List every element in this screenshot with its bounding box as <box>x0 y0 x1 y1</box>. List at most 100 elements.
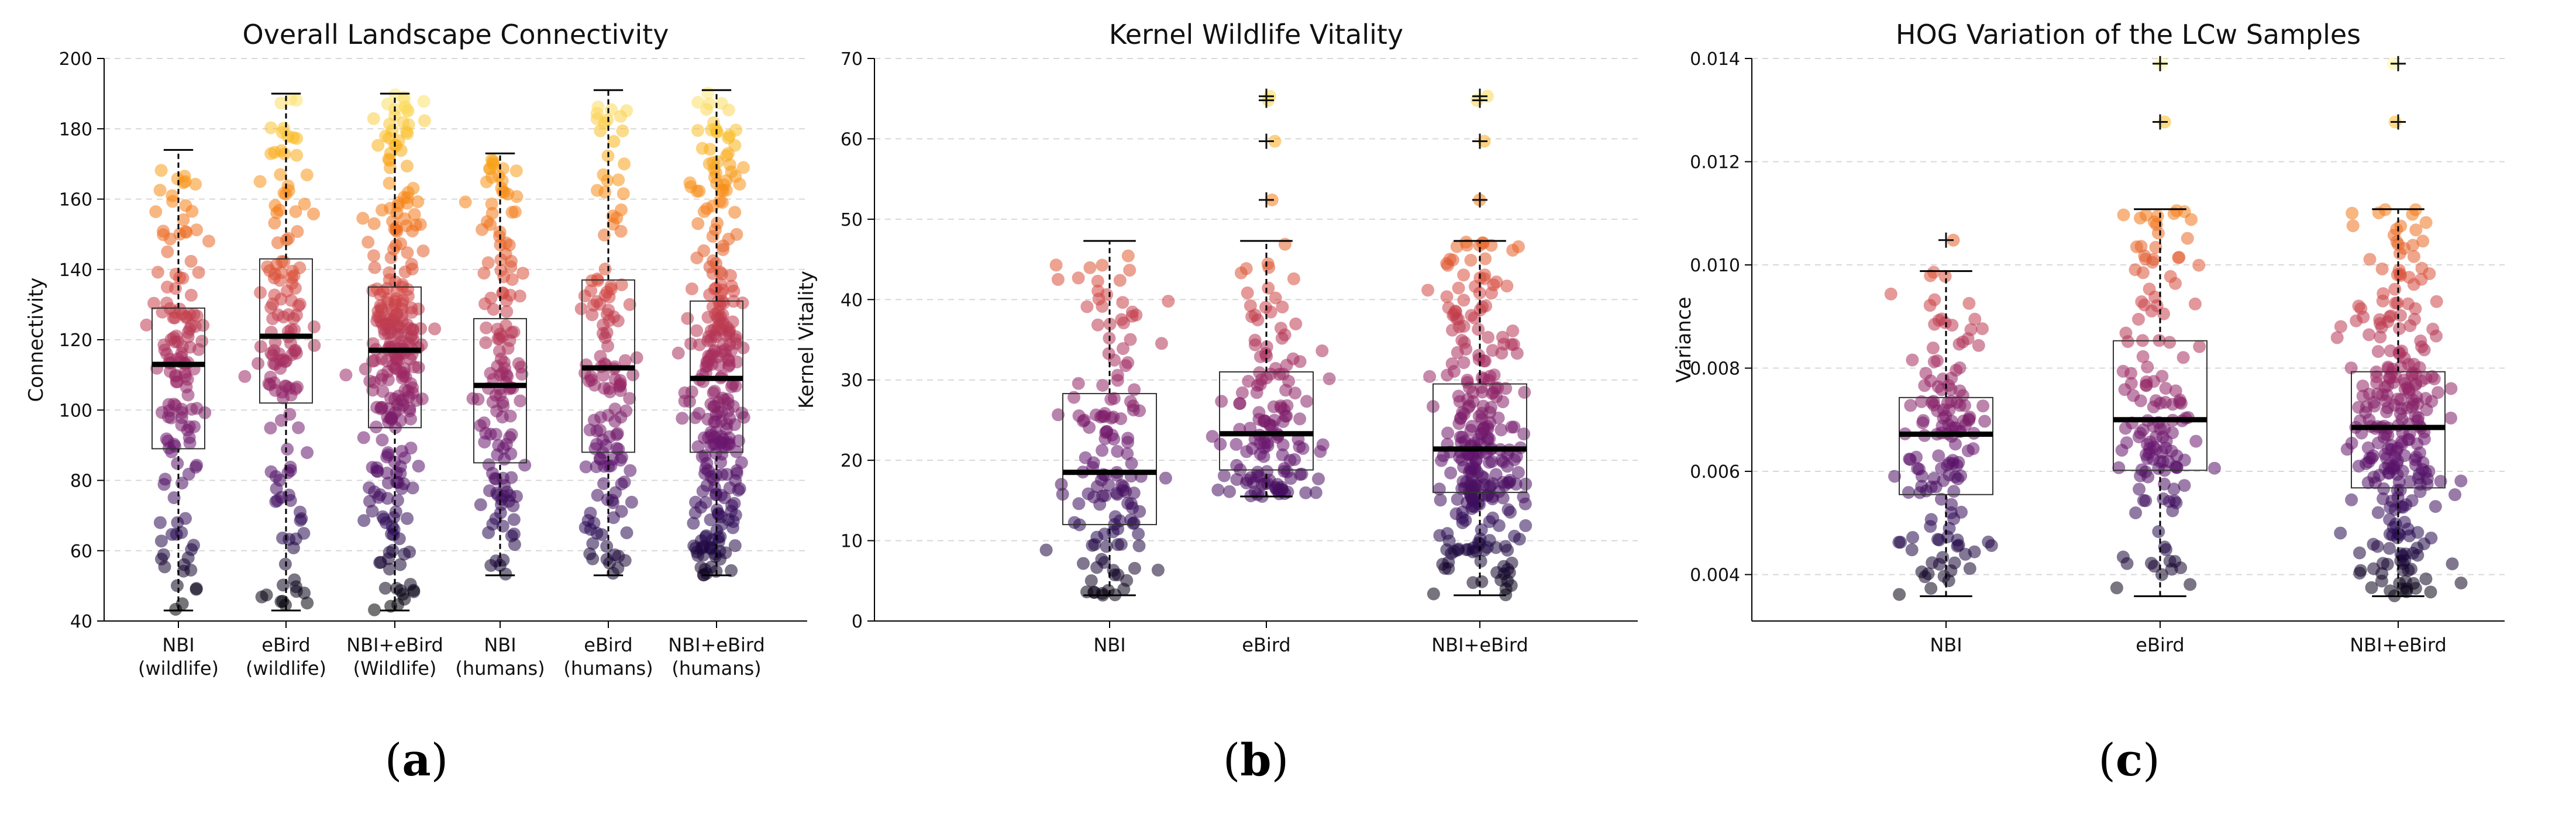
data-point <box>505 428 518 441</box>
data-point <box>1951 533 1964 547</box>
data-point <box>584 284 598 297</box>
data-point <box>2454 474 2468 488</box>
data-point <box>2181 232 2194 245</box>
data-point <box>1055 478 1068 491</box>
data-point <box>381 446 395 459</box>
data-point <box>1115 313 1128 326</box>
data-point <box>403 546 416 558</box>
data-point <box>157 225 170 238</box>
data-point <box>395 444 409 458</box>
data-point <box>2353 567 2367 580</box>
data-point <box>1437 449 1450 463</box>
data-point <box>688 506 702 520</box>
data-point <box>1473 239 1486 252</box>
data-point <box>1483 370 1497 383</box>
data-point <box>1067 391 1080 404</box>
y-tick-label: 70 <box>841 49 863 70</box>
data-point <box>1315 344 1329 357</box>
data-point <box>606 209 619 223</box>
data-point <box>1947 485 1961 498</box>
data-point <box>374 372 388 386</box>
data-point <box>1931 533 1944 546</box>
data-point <box>1121 436 1134 449</box>
data-point <box>2412 411 2425 425</box>
data-point <box>671 346 685 360</box>
data-point <box>494 253 508 267</box>
data-point <box>588 442 602 456</box>
data-point <box>480 321 493 334</box>
y-tick-label: 50 <box>841 210 863 230</box>
data-point <box>2417 432 2431 446</box>
data-point <box>1261 257 1275 270</box>
data-point <box>2151 226 2165 240</box>
data-point <box>2165 444 2178 458</box>
data-point <box>407 323 420 336</box>
data-point <box>1906 353 1919 367</box>
data-point <box>2130 240 2143 254</box>
data-point <box>1096 409 1110 423</box>
data-point <box>308 320 321 333</box>
data-point <box>381 97 394 111</box>
data-point <box>161 245 174 258</box>
data-point <box>481 256 495 270</box>
data-point <box>281 466 295 480</box>
data-point <box>1465 492 1479 505</box>
data-point <box>2383 513 2396 526</box>
data-point <box>185 205 199 218</box>
data-point <box>2415 272 2428 286</box>
data-point <box>720 468 733 481</box>
data-point <box>2411 526 2425 539</box>
data-point <box>1944 383 1958 396</box>
data-point <box>1511 466 1525 479</box>
x-tick-label: NBI <box>1930 634 1962 656</box>
panel-label-c-letter: c <box>2115 734 2143 786</box>
data-point <box>184 254 198 268</box>
data-point <box>698 467 711 480</box>
data-point <box>1518 385 1531 399</box>
data-point <box>735 406 749 420</box>
data-point <box>1513 533 1526 546</box>
data-point <box>290 149 304 162</box>
data-point <box>275 491 288 504</box>
data-point <box>389 505 402 519</box>
data-point <box>175 402 188 416</box>
data-point <box>508 538 521 551</box>
data-point <box>1312 472 1325 485</box>
data-point <box>1490 275 1503 289</box>
y-tick-label: 20 <box>841 451 863 471</box>
y-tick-label: 0.014 <box>1690 49 1740 70</box>
data-point <box>728 539 742 553</box>
data-point <box>725 280 738 293</box>
data-point <box>1976 322 1989 336</box>
data-point <box>1441 527 1454 540</box>
data-point <box>1113 274 1127 287</box>
data-point <box>394 584 407 597</box>
data-point <box>1276 301 1289 313</box>
data-point <box>285 294 298 307</box>
data-point <box>1299 486 1313 499</box>
y-tick-label: 0.008 <box>1690 359 1740 380</box>
data-point <box>683 176 697 189</box>
data-point <box>1458 336 1471 349</box>
data-point <box>722 325 736 339</box>
data-point <box>2419 216 2433 229</box>
data-point <box>2376 294 2389 308</box>
data-point <box>1257 450 1270 463</box>
data-point <box>181 326 195 339</box>
data-point <box>156 305 169 319</box>
data-point <box>2409 302 2422 315</box>
data-point <box>2162 495 2176 508</box>
x-tick-label: NBI+eBird <box>1431 634 1528 656</box>
data-point <box>1893 588 1906 601</box>
data-point <box>617 187 630 201</box>
data-point <box>1512 240 1525 253</box>
data-point <box>171 579 184 592</box>
data-point <box>2406 239 2420 252</box>
data-point <box>1962 412 1976 426</box>
panel-label-a-open: ( <box>384 734 402 786</box>
data-point <box>287 269 301 282</box>
data-point <box>1103 318 1117 331</box>
data-point <box>371 305 385 318</box>
box-group <box>1421 88 1532 602</box>
data-point <box>1448 365 1461 378</box>
